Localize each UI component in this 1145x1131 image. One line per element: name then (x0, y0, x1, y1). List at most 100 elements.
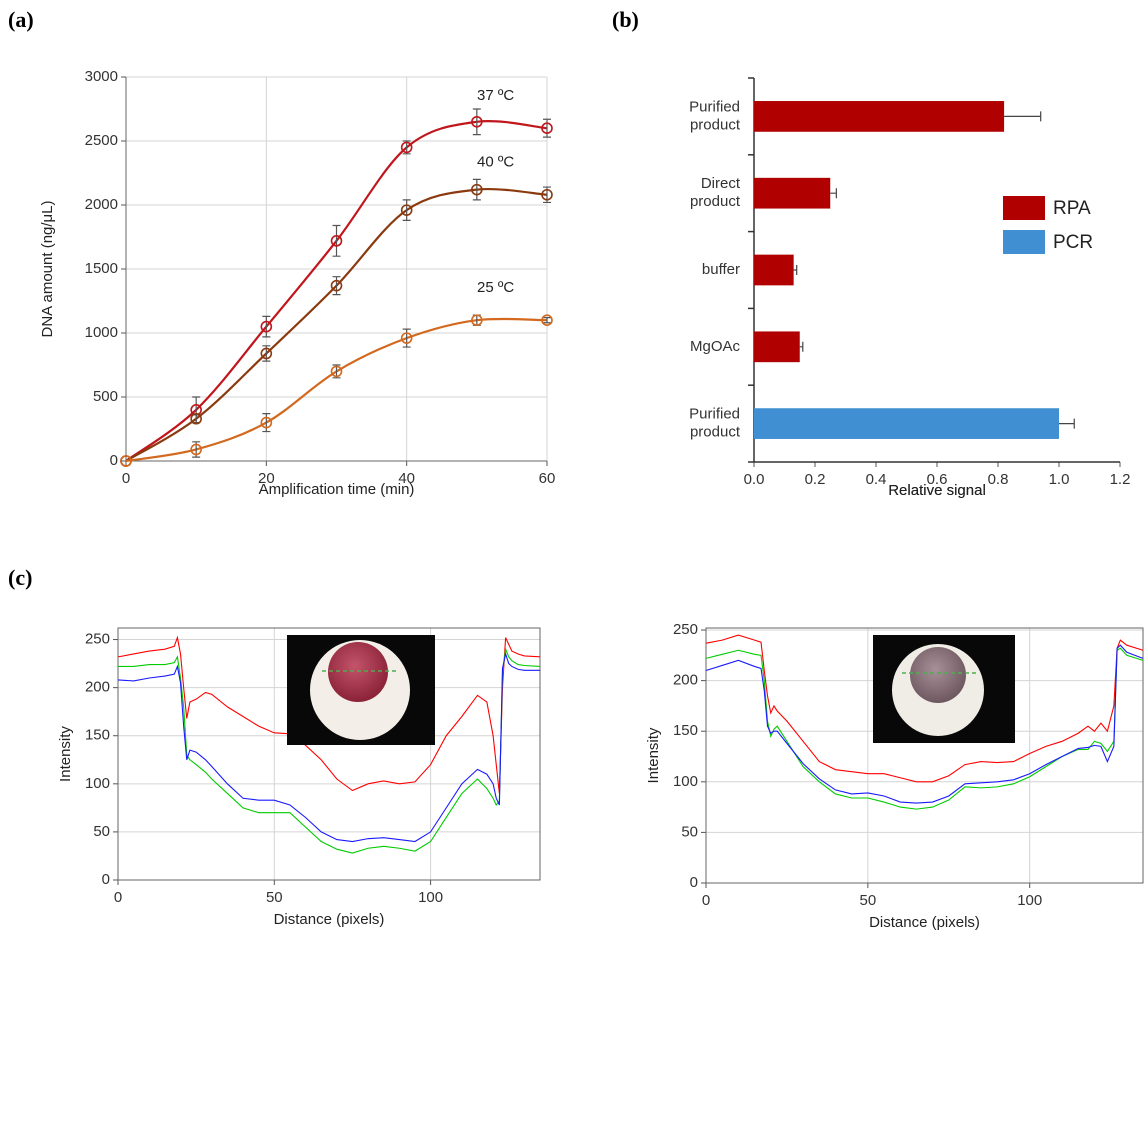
point (541, 188, 553, 201)
x-tick-label: 100 (418, 889, 443, 906)
x-tick-label: 20 (258, 470, 275, 487)
bar (754, 177, 831, 209)
error-bar (543, 118, 551, 138)
error-bar (799, 341, 804, 352)
y-tick-label: 50 (681, 823, 698, 840)
y-tick-label: 0 (690, 874, 698, 891)
point (330, 279, 343, 292)
x-axis-label: Distance (pixels) (274, 911, 385, 928)
error-bar (793, 265, 798, 275)
y-tick-label: 1500 (85, 260, 118, 277)
inset-photo (287, 635, 1015, 745)
y-tick-label: 150 (85, 727, 110, 744)
legend-swatch (1003, 230, 1045, 254)
legend-label: PCR (1053, 232, 1093, 253)
y-tick-label: 0 (110, 452, 118, 469)
y-axis-label: Intensity (645, 727, 662, 783)
y-tick-label: MgOAc (690, 338, 741, 355)
plot-frame (117, 627, 541, 881)
error-bar (472, 178, 481, 201)
bar (754, 101, 1005, 132)
error-bar (1004, 111, 1042, 122)
x-tick-label: 60 (539, 470, 556, 487)
y-tick-label: Direct product (686, 175, 741, 210)
error-bar (332, 276, 341, 296)
point (541, 314, 553, 327)
x-tick-label: 1.0 (1049, 471, 1070, 488)
panel-label: (a) (8, 7, 34, 32)
error-bar (262, 413, 271, 433)
x-tick-label: 0.2 (805, 471, 826, 488)
series-label: 25 ºC (477, 279, 514, 296)
y-tick-label: 0 (102, 871, 110, 888)
point (471, 183, 483, 196)
error-bar (543, 317, 551, 324)
point (190, 412, 202, 425)
y-tick-label: buffer (702, 261, 740, 278)
y-tick-label: Purified product (686, 406, 741, 441)
y-tick-label: 100 (673, 773, 698, 790)
error-bar (1059, 418, 1075, 429)
error-bar (332, 224, 341, 257)
x-tick-label: 50 (266, 889, 283, 906)
point (120, 455, 132, 467)
y-tick-label: 2000 (85, 196, 118, 213)
y-axis-label: Intensity (57, 726, 74, 782)
charts: Amplification time (min) 0 20 40 60 DNA amoun… (39, 68, 1144, 931)
x-tick-label: 50 (860, 892, 877, 909)
error-bar (402, 328, 411, 348)
series-line (705, 644, 1144, 804)
y-tick-label: 100 (85, 775, 110, 792)
plot-frame (705, 627, 1144, 884)
point (400, 332, 413, 344)
point (471, 116, 483, 128)
y-axis-label: DNA amount (ng/μL) (39, 200, 56, 337)
x-tick-label: 0.6 (927, 471, 948, 488)
x-axis-label: Relative signal (888, 482, 986, 499)
bar (754, 408, 1059, 439)
y-tick-label: 150 (673, 722, 698, 739)
series-line (117, 651, 540, 843)
panel-label: (b) (612, 7, 639, 32)
series-label: 40 ºC (477, 154, 514, 171)
error-bar (830, 188, 837, 199)
x-axis-label: Amplification time (min) (259, 481, 415, 498)
x-tick-label: 0 (114, 889, 122, 906)
x-tick-label: 1.2 (1110, 471, 1131, 488)
bar (754, 331, 800, 363)
y-tick-label: 500 (93, 388, 118, 405)
series-line (125, 317, 548, 463)
x-axis-label: Relative signal (888, 482, 986, 499)
x-tick-label: 100 (1017, 892, 1042, 909)
point (330, 365, 343, 378)
legend-swatch (1003, 196, 1045, 220)
x-axis-label: Distance (pixels) (869, 914, 980, 931)
error-bar (262, 315, 271, 338)
bar (754, 254, 794, 286)
y-tick-label: 200 (673, 672, 698, 689)
point (541, 122, 553, 134)
y-tick-label: 1000 (85, 324, 118, 341)
point (260, 347, 273, 360)
point (260, 416, 273, 429)
series-line (705, 634, 1144, 783)
legend-label: RPA (1053, 198, 1091, 219)
y-tick-label: 250 (85, 631, 110, 648)
point (190, 443, 202, 456)
x-tick-label: 0.0 (744, 471, 765, 488)
point (400, 141, 413, 154)
series-line (705, 647, 1144, 810)
point (471, 314, 483, 327)
error-bar (472, 108, 481, 136)
point (260, 320, 273, 333)
x-tick-label: 0.4 (866, 471, 887, 488)
x-tick-label: 40 (398, 470, 415, 487)
y-tick-label: 2500 (85, 132, 118, 149)
error-bar (402, 199, 411, 221)
panel-label: (c) (8, 565, 32, 590)
x-tick-label: 0 (702, 892, 710, 909)
series-label: 37 ºC (477, 87, 514, 104)
y-tick-label: Purified product (686, 98, 741, 133)
